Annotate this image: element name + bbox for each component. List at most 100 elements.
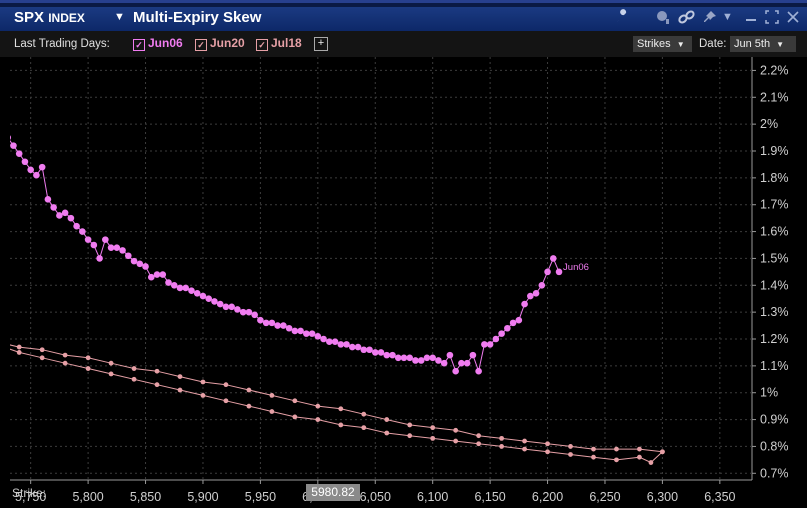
data-point xyxy=(153,271,161,278)
data-point xyxy=(407,422,413,428)
legend-jun20-toggle[interactable]: ✓ Jun20 xyxy=(195,36,245,51)
symbol-dropdown-icon[interactable]: ▼ xyxy=(114,11,125,23)
symbol-suffix: INDEX xyxy=(48,11,85,25)
y-tick-label: 0.9% xyxy=(760,413,789,427)
chevron-down-icon: ▼ xyxy=(776,40,785,49)
data-point xyxy=(199,292,207,300)
y-tick-label: 2.1% xyxy=(760,90,789,104)
data-point xyxy=(79,228,86,235)
add-expiry-button[interactable]: + xyxy=(314,37,328,51)
pin-icon[interactable] xyxy=(702,9,718,28)
data-point xyxy=(568,444,573,449)
y-tick-label: 0.8% xyxy=(760,439,789,453)
data-point xyxy=(130,257,138,265)
data-point xyxy=(440,359,448,367)
data-point xyxy=(108,360,114,366)
x-tick-label: 5,900 xyxy=(187,490,218,504)
data-point xyxy=(366,346,373,354)
data-point xyxy=(452,367,459,375)
symbol-text: SPX xyxy=(14,9,45,26)
data-point xyxy=(0,118,5,125)
data-point xyxy=(131,376,137,382)
y-tick-label: 2% xyxy=(760,117,778,131)
data-point xyxy=(39,355,45,361)
data-point xyxy=(476,441,482,447)
data-point xyxy=(154,368,160,374)
data-point xyxy=(223,398,229,404)
data-point xyxy=(44,196,52,203)
data-point xyxy=(125,252,132,260)
data-point xyxy=(176,284,184,292)
date-dropdown[interactable]: Jun 5th ▼ xyxy=(730,36,796,52)
data-point xyxy=(492,335,500,343)
data-point xyxy=(280,322,287,329)
data-point xyxy=(648,460,654,465)
security-symbol[interactable]: SPX INDEX xyxy=(14,9,85,26)
data-point xyxy=(113,244,121,251)
data-point xyxy=(538,281,546,289)
legend-jun06-label: Jun06 xyxy=(148,36,183,50)
data-point xyxy=(165,279,172,286)
legend-jun06-toggle[interactable]: ✓ Jun06 xyxy=(133,36,183,51)
search-chart-icon[interactable] xyxy=(654,9,672,28)
data-point xyxy=(16,344,22,350)
last-trading-days-label: Last Trading Days: xyxy=(14,38,110,50)
data-point xyxy=(614,446,619,452)
data-point xyxy=(292,398,298,404)
wrench-icon[interactable] xyxy=(614,9,630,28)
maximize-icon[interactable] xyxy=(765,10,779,27)
legend-jul18-toggle[interactable]: ✓ Jul18 xyxy=(256,36,302,51)
minimize-icon[interactable] xyxy=(745,7,757,26)
strikes-dropdown[interactable]: Strikes ▼ xyxy=(633,36,692,52)
data-point xyxy=(458,359,465,367)
data-point xyxy=(407,433,413,439)
data-point xyxy=(73,222,80,230)
data-point xyxy=(269,393,275,398)
data-point xyxy=(85,366,91,371)
checkbox-icon[interactable]: ✓ xyxy=(256,39,268,51)
data-point xyxy=(400,354,408,362)
data-point xyxy=(544,268,551,276)
x-axis: 5,7505,8005,8505,9005,9506,0006,0506,100… xyxy=(15,480,736,504)
skew-chart[interactable]: Jun06 0.7% 0.8% 0.9% 1% 1.1% 1.2% 1.3% 1.4% 1.5%… xyxy=(0,57,807,508)
data-point xyxy=(159,271,167,278)
data-point xyxy=(15,150,23,157)
data-point xyxy=(38,163,46,171)
chart-toolbar: Last Trading Days: ✓ Jun06 ✓ Jun20 ✓ Jul18 … xyxy=(0,31,807,57)
y-axis: 0.7% 0.8% 0.9% 1% 1.1% 1.2% 1.3% 1.4% 1.5% 1.6% 1.… xyxy=(752,63,789,480)
data-point xyxy=(200,379,206,385)
data-point xyxy=(170,281,178,289)
chevron-down-icon[interactable]: ▼ xyxy=(722,11,733,23)
data-point xyxy=(27,166,34,174)
checkbox-icon[interactable]: ✓ xyxy=(195,39,207,51)
data-point xyxy=(39,347,45,353)
x-tick-label: 5,850 xyxy=(130,490,161,504)
data-point xyxy=(21,158,29,166)
data-point xyxy=(262,319,270,327)
window-title-bar: SPX INDEX ▼ Multi-Expiry Skew ▼ xyxy=(0,0,807,31)
data-point xyxy=(430,435,436,441)
chevron-down-icon: ▼ xyxy=(676,40,685,49)
data-point xyxy=(326,338,333,345)
checkbox-icon[interactable]: ✓ xyxy=(133,39,145,51)
date-value: Jun 5th xyxy=(734,38,771,50)
link-icon[interactable] xyxy=(677,9,697,28)
data-point xyxy=(136,260,144,268)
data-point xyxy=(481,341,488,348)
data-point xyxy=(394,354,402,362)
strikes-label: Strikes xyxy=(637,38,671,50)
y-tick-label: 1.4% xyxy=(760,278,789,292)
data-point xyxy=(637,454,642,460)
data-point xyxy=(389,351,396,359)
y-tick-label: 2.2% xyxy=(760,63,789,77)
close-icon[interactable] xyxy=(787,10,799,26)
series-line xyxy=(10,348,663,464)
chart-grid xyxy=(10,57,753,481)
data-point xyxy=(371,349,379,356)
data-point xyxy=(430,425,436,431)
data-point xyxy=(222,303,230,311)
data-point xyxy=(354,343,362,351)
y-tick-label: 1.1% xyxy=(760,359,789,373)
data-point xyxy=(446,351,454,359)
x-tick-label: 6,150 xyxy=(474,490,505,504)
